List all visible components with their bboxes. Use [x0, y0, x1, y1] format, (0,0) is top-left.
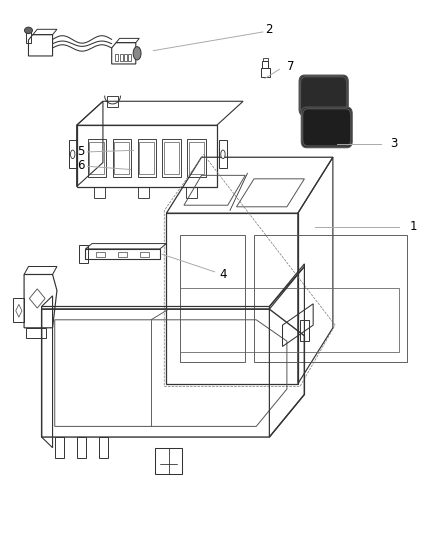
FancyBboxPatch shape — [301, 107, 352, 148]
Text: 1: 1 — [410, 220, 417, 233]
Text: 5: 5 — [77, 146, 84, 158]
FancyBboxPatch shape — [299, 75, 348, 116]
Ellipse shape — [71, 150, 75, 159]
Text: 6: 6 — [77, 159, 84, 172]
FancyBboxPatch shape — [300, 77, 347, 114]
Ellipse shape — [25, 27, 32, 34]
Text: 3: 3 — [390, 138, 397, 150]
Text: 2: 2 — [265, 23, 272, 36]
Ellipse shape — [221, 150, 225, 159]
Text: 4: 4 — [219, 268, 226, 281]
Text: 7: 7 — [287, 60, 294, 73]
FancyBboxPatch shape — [303, 109, 351, 146]
Ellipse shape — [133, 47, 141, 60]
